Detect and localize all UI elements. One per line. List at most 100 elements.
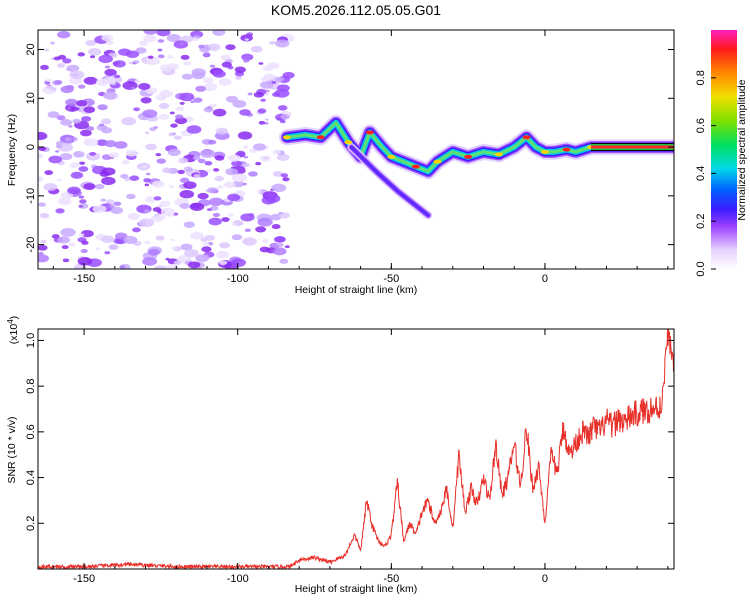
noise-blob: [127, 212, 140, 220]
noise-blob: [282, 71, 295, 79]
noise-blob: [143, 34, 157, 43]
noise-blob: [253, 91, 264, 98]
noise-blob: [80, 248, 88, 254]
noise-blob: [43, 183, 58, 191]
noise-blob: [212, 70, 226, 78]
noise-blob: [183, 221, 195, 228]
noise-blob: [56, 115, 66, 121]
noise-blob: [145, 143, 157, 151]
noise-blob: [38, 131, 48, 141]
noise-blob: [215, 250, 230, 259]
noise-blob: [38, 176, 44, 182]
noise-blob: [168, 185, 174, 189]
noise-blob: [44, 170, 54, 176]
noise-blob: [113, 201, 122, 206]
noise-blob: [147, 55, 154, 59]
noise-blob: [191, 71, 206, 80]
noise-blob: [159, 89, 173, 98]
noise-blob: [243, 155, 248, 159]
noise-blob: [128, 61, 134, 65]
signal-branch-layer: [349, 145, 430, 217]
noise-blob: [262, 239, 269, 243]
noise-blob: [105, 40, 114, 46]
noise-blob: [153, 196, 162, 201]
noise-blob: [280, 114, 290, 120]
noise-blob: [57, 236, 71, 244]
noise-blob: [61, 245, 69, 250]
noise-blob: [179, 203, 190, 209]
noise-blob: [85, 40, 97, 47]
noise-blob: [167, 148, 181, 157]
noise-blob: [244, 228, 251, 233]
noise-blob: [143, 30, 158, 35]
noise-blob: [53, 56, 61, 61]
noise-blob: [155, 235, 165, 241]
noise-blob: [242, 237, 257, 246]
noise-blob: [203, 83, 218, 92]
noise-blob: [231, 173, 248, 183]
snr-frame: [37, 328, 675, 570]
noise-blob: [157, 205, 162, 208]
noise-blob: [56, 63, 66, 68]
noise-blob: [279, 258, 289, 264]
noise-blob: [77, 52, 85, 57]
noise-blob: [104, 65, 111, 69]
noise-blob: [203, 77, 214, 84]
noise-blob: [145, 196, 157, 203]
noise-blob: [179, 42, 185, 45]
noise-blob: [250, 45, 263, 53]
noise-blob: [126, 50, 140, 58]
noise-blob: [193, 173, 201, 178]
noise-blob: [255, 226, 267, 233]
noise-blob: [121, 160, 130, 165]
noise-blob: [54, 80, 63, 85]
noise-blob: [72, 118, 81, 124]
noise-blob: [259, 80, 274, 89]
noise-blob: [101, 235, 115, 244]
noise-blob: [144, 183, 150, 187]
x-tick-label: -50: [383, 573, 399, 585]
noise-blob: [284, 245, 290, 249]
snr-ylabel: SNR (10 * v/v): [6, 416, 18, 483]
noise-blob: [179, 101, 185, 105]
x-tick-label: -100: [227, 573, 249, 585]
noise-blob: [149, 127, 157, 132]
x-tick-label: -150: [73, 573, 95, 585]
noise-blob: [103, 91, 117, 100]
noise-blob: [170, 238, 175, 242]
noise-blob: [47, 111, 60, 119]
noise-blob: [248, 171, 258, 177]
noise-blob: [159, 200, 171, 207]
noise-blob: [197, 192, 209, 200]
noise-blob: [240, 213, 255, 222]
noise-blob: [270, 213, 282, 221]
noise-blob: [69, 70, 85, 80]
noise-blob: [207, 43, 221, 51]
noise-blob: [38, 146, 47, 152]
noise-blob: [110, 81, 116, 85]
noise-blob: [108, 152, 120, 159]
noise-blob: [180, 243, 193, 251]
noise-blob: [186, 125, 202, 134]
snr-axes: -150 -100 -50 0 0.2 0.4 0.6 0.8 1.0: [25, 329, 674, 585]
noise-blob: [157, 48, 163, 52]
noise-blob: [57, 197, 72, 206]
signal-hotspot: [365, 130, 374, 135]
noise-blob: [190, 100, 195, 104]
noise-blob: [83, 138, 99, 147]
noise-blob: [192, 37, 199, 42]
noise-blob: [221, 217, 230, 222]
noise-blob: [206, 169, 212, 172]
noise-blob: [79, 161, 86, 165]
noise-blob: [56, 178, 62, 182]
noise-blob: [221, 61, 232, 68]
noise-blob: [208, 217, 222, 226]
noise-blob: [240, 34, 253, 42]
noise-blob: [177, 169, 185, 175]
noise-blob: [40, 64, 49, 70]
noise-blob: [38, 244, 48, 251]
noise-blob: [146, 172, 151, 176]
noise-blob: [171, 246, 177, 250]
noise-blob: [155, 152, 162, 157]
noise-blob: [280, 173, 289, 178]
